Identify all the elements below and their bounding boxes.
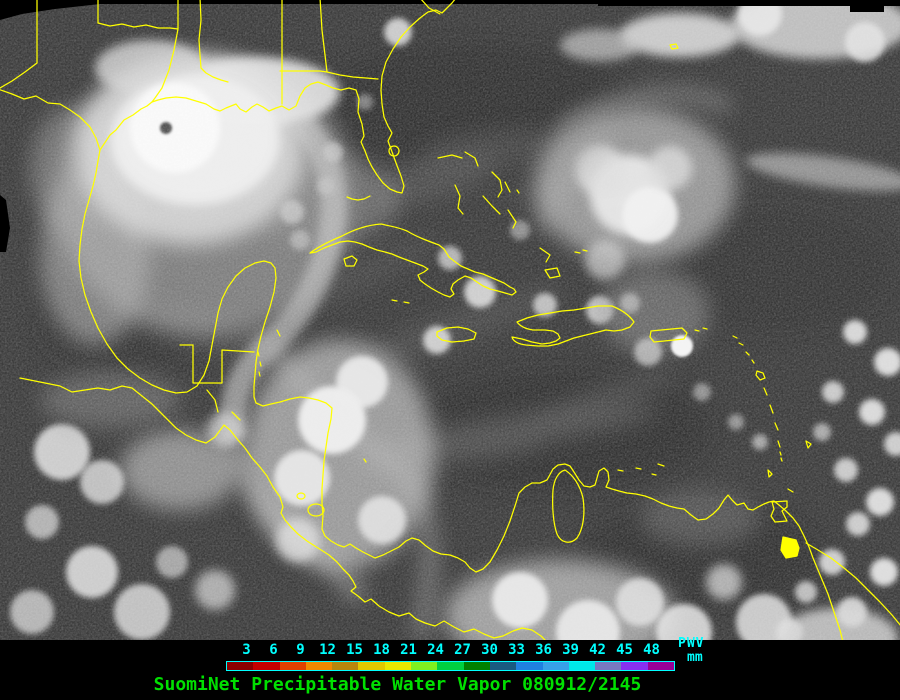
lake-maracaibo [552, 469, 585, 543]
colorbar-segment [568, 662, 596, 670]
colorbar-tick-label: 33 [508, 642, 525, 658]
colorbar-segment [279, 662, 306, 670]
product-caption: SuomiNet Precipitable Water Vapor 080912… [153, 674, 642, 695]
colorbar-tick-label: 3 [242, 642, 251, 658]
colorbar-segment [437, 662, 464, 670]
colorbar-segment [384, 662, 412, 670]
coastline-puerto-rico [649, 327, 708, 343]
colorbar-segment [463, 662, 490, 670]
bahamas-islands [437, 43, 679, 279]
unit-top-label: PWV [678, 636, 705, 651]
colorbar-tick-label: 39 [562, 642, 579, 658]
colorbar-tick-label: 12 [319, 642, 336, 658]
image-noise [0, 0, 900, 640]
coastline-jamaica [436, 326, 477, 343]
coastlines [0, 0, 900, 640]
colorbar-tick-label: 18 [373, 642, 390, 658]
colorbar-tick-label: 48 [643, 642, 660, 658]
colorbar-segment [489, 662, 517, 670]
satellite-map [0, 0, 900, 640]
coastline-us-gulf-atlantic [99, 0, 456, 194]
colorbar-tick-label: 15 [346, 642, 363, 658]
nicaragua-lakes [296, 492, 325, 517]
colorbar-tick-label: 9 [296, 642, 305, 658]
colorbar-tick-label: 30 [481, 642, 498, 658]
colorbar-segment [647, 662, 675, 670]
lake-okeechobee [388, 145, 400, 157]
coastline-hispaniola [511, 305, 635, 347]
colorbar-tick-label: 27 [454, 642, 471, 658]
colorbar-tick-label: 21 [400, 642, 417, 658]
colorbar-segment [411, 662, 438, 670]
colorbar-segment [332, 662, 359, 670]
lesser-antilles [732, 335, 812, 493]
colorbar-segment [621, 662, 648, 670]
state-borders-east [198, 0, 441, 105]
isle-of-youth [343, 255, 358, 267]
scan-edge-black [0, 0, 900, 252]
colorbar-tick-label: 6 [269, 642, 278, 658]
coastline-pacific-centam [19, 377, 546, 640]
colorbar-tick-label: 36 [535, 642, 552, 658]
san-andres [363, 458, 367, 463]
colorbar-segment [542, 662, 569, 670]
trinidad [770, 500, 788, 523]
cayman-islands [391, 299, 410, 304]
cozumel-belize-cays [257, 329, 281, 377]
annotation-strip: 3 6 9 12 15 18 21 24 27 30 33 36 39 42 45 48 PWV mm Suo… [0, 637, 900, 700]
colorbar [226, 661, 675, 671]
colorbar-unit: PWV mm [678, 637, 738, 664]
colorbar-segment [253, 662, 280, 670]
borders-guatemala [179, 344, 255, 421]
state-borders-west [0, 0, 179, 103]
colorbar-tick-label: 42 [589, 642, 606, 658]
unit-bottom-label: mm [687, 650, 703, 665]
colorbar-segment [358, 662, 385, 670]
coastline-guyana [805, 542, 900, 626]
coastline-cuba [309, 223, 517, 298]
border-rio-grande [0, 89, 101, 151]
coastline-mexico-centam-caribbean [78, 149, 844, 640]
colorbar-tick-label: 45 [616, 642, 633, 658]
colorbar-segment [227, 662, 254, 670]
venezuela-islands [617, 463, 665, 476]
colorbar-segment [516, 662, 543, 670]
orinoco-delta [780, 536, 800, 559]
colorbar-segment [595, 662, 622, 670]
colorbar-tick-label: 24 [427, 642, 444, 658]
colorbar-segment [305, 662, 333, 670]
florida-keys [346, 195, 371, 201]
colorbar-ticks: 3 6 9 12 15 18 21 24 27 30 33 36 39 42 45 48 [233, 643, 665, 658]
